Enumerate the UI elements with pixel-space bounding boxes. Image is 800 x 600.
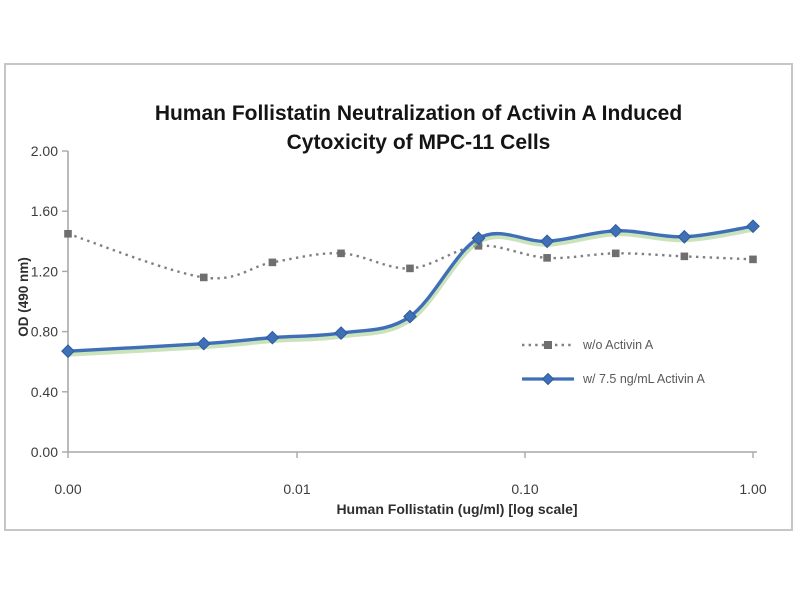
solid-diamond-legend-marker-icon xyxy=(522,372,574,386)
legend-item-with-activin: w/ 7.5 ng/mL Activin A xyxy=(520,370,705,388)
legend-item-without-activin: w/o Activin A xyxy=(520,336,705,354)
x-tick-label: 0.10 xyxy=(511,481,538,497)
series-with-activin-marker xyxy=(677,229,692,244)
x-axis-title: Human Follistatin (ug/ml) [log scale] xyxy=(336,501,578,517)
series-without-activin-marker xyxy=(268,258,277,267)
series-with-activin-line xyxy=(66,224,755,353)
chart-title: Human Follistatin Neutralization of Acti… xyxy=(44,99,793,157)
series-with-activin-marker xyxy=(746,219,760,234)
series-without-activin-marker xyxy=(611,249,620,258)
y-tick-label: 2.00 xyxy=(31,143,58,159)
legend: w/o Activin A w/ 7.5 ng/mL Activin A xyxy=(520,336,705,404)
chart-title-line1: Human Follistatin Neutralization of Acti… xyxy=(154,102,683,125)
series-without-activin-marker xyxy=(406,264,414,273)
x-tick-label: 0.01 xyxy=(283,481,310,497)
series-with-activin-marker xyxy=(403,309,417,324)
legend-label: w/ 7.5 ng/mL Activin A xyxy=(583,372,705,386)
y-tick-label: 0.80 xyxy=(31,324,58,340)
x-tick-label: 0.00 xyxy=(54,481,81,497)
series-with-activin-marker xyxy=(608,223,623,238)
series-without-activin-marker xyxy=(337,249,345,258)
series-without-activin-marker xyxy=(474,242,483,250)
series-with-activin-marker xyxy=(334,326,348,341)
series-with-activin-marker xyxy=(540,234,555,249)
series-with-activin-marker xyxy=(196,336,211,351)
y-tick-label: 0.00 xyxy=(31,444,58,460)
series-without-activin-marker xyxy=(680,252,689,261)
series-without-activin-marker xyxy=(199,273,208,282)
y-tick-label: 1.20 xyxy=(31,263,58,279)
legend-label: w/o Activin A xyxy=(583,338,654,352)
y-tick-label: 0.40 xyxy=(31,384,58,400)
dotted-square-legend-marker-icon xyxy=(522,341,574,349)
x-tick-label: 1.00 xyxy=(739,481,766,497)
series-with-activin-marker xyxy=(471,231,486,246)
series-with-activin-marker xyxy=(265,330,280,345)
y-tick-label: 1.60 xyxy=(31,203,58,219)
series-without-activin-marker xyxy=(543,254,551,262)
series-without-activin-marker xyxy=(64,229,72,238)
series-with-activin-glow xyxy=(65,225,757,357)
chart-title-line2: Cytoxicity of MPC-11 Cells xyxy=(286,131,551,154)
chart-frame xyxy=(4,63,793,531)
series-with-activin-marker xyxy=(61,344,75,359)
series-without-activin-marker xyxy=(749,255,757,264)
